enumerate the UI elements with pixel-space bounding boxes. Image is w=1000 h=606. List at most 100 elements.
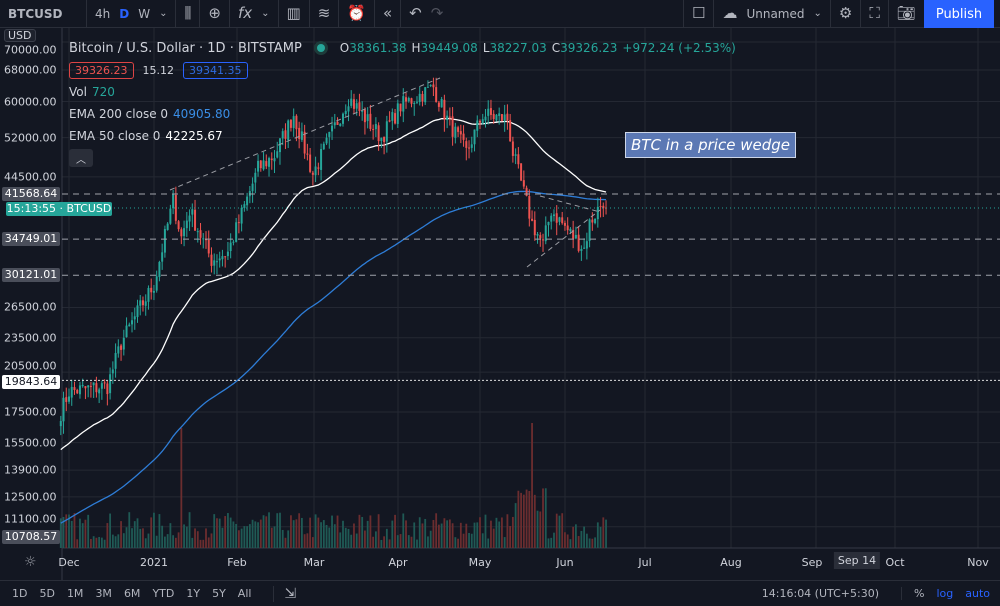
volume-bar [495,517,498,548]
candle-body [374,124,377,130]
buy-price[interactable]: 39341.35 [183,61,248,79]
volume-bar [177,532,180,548]
time-tick-label: Dec [58,556,80,569]
volume-bar [501,517,503,548]
candle-body [402,96,405,112]
range-6m[interactable]: 6M [123,587,141,600]
publish-button[interactable]: Publish [924,0,994,28]
candle-body [415,101,418,103]
volume-bar [59,518,62,548]
sell-price[interactable]: 39326.23 [69,61,134,79]
volume-bar [150,517,153,548]
usd-badge[interactable]: USD [4,29,36,42]
range-5y[interactable]: 5Y [212,587,226,600]
volume-bar [416,539,418,548]
interval-d[interactable]: D [119,6,130,21]
range-ytd[interactable]: YTD [152,587,175,600]
ema50-label[interactable]: EMA 50 close 0 [69,129,161,143]
volume-bar [117,534,120,548]
volume-bar [511,516,514,548]
range-3m[interactable]: 3M [95,587,112,600]
volume-bar [270,527,273,548]
bar-chart-icon: ▥ [286,4,301,22]
chart-type-button[interactable]: ⫼ [176,0,201,28]
candle-body [158,261,161,278]
volume-bar [136,518,139,548]
interval-w[interactable]: W [138,6,151,21]
replay-button[interactable]: « [375,0,402,28]
settings-button[interactable]: ⚙ [831,0,862,28]
fullscreen-icon: ⛶ [869,4,880,22]
time-tick-label: Apr [388,556,408,569]
fullscreen-button[interactable]: ⛶ [861,0,889,28]
layout-button[interactable]: ☁ Unnamed ⌄ [714,0,831,28]
candle-body [558,217,561,222]
wedge-lower-line [526,209,601,268]
candle-body [577,234,580,251]
compare-button[interactable]: ⊕ [200,0,230,28]
history-group: ↶ ↷ [401,0,451,28]
volume-bar [301,517,303,548]
interval-4h[interactable]: 4h [95,6,111,21]
volume-bar [385,528,388,548]
volume-bar [509,525,512,548]
range-1m[interactable]: 1M [66,587,84,600]
volume-bar [164,536,166,548]
candle-body [489,108,492,115]
volume-bar [153,512,155,548]
volume-bar [490,520,492,548]
candle-body [514,154,517,156]
redo-icon[interactable]: ↷ [430,4,444,22]
candle-body [76,390,79,394]
candle-body [68,396,70,402]
candle-body [218,258,221,261]
ema200-label[interactable]: EMA 200 close 0 [69,107,169,121]
indicators-button[interactable]: fx ⌄ [230,0,279,28]
interval-group: 4h D W ⌄ [87,0,177,28]
chevron-down-icon[interactable]: ⌄ [159,7,168,19]
snapshot-button[interactable]: 📷︎ [889,0,924,28]
log-toggle[interactable]: log [936,587,954,600]
volume-bar [498,521,501,548]
volume-bar [213,514,216,548]
range-all[interactable]: All [237,587,252,600]
volume-bar [558,515,561,548]
candle-body [446,115,449,121]
candle-body [574,234,577,239]
collapse-legend-button[interactable]: ︿ [69,149,93,167]
price-chart[interactable] [0,28,1000,580]
range-1d[interactable]: 1D [12,587,28,600]
percent-toggle[interactable]: % [901,587,924,600]
candle-body [591,219,594,223]
symbol-search[interactable]: BTCUSD [0,0,87,28]
candle-body [185,220,188,229]
candle-body [517,154,520,165]
select-button[interactable]: ☐ [683,0,715,28]
candle-body [210,254,213,266]
range-5d[interactable]: 5D [39,587,55,600]
templates-button[interactable]: ≋ [310,0,340,28]
range-1y[interactable]: 1Y [186,587,201,600]
candle-body [569,228,572,232]
chart-settings-icon[interactable]: ☼ [24,554,37,570]
alert-button[interactable]: ⏰ [339,0,375,28]
level-price-label: 41568.64 [2,187,60,202]
candle-body [292,116,295,129]
candle-body [125,325,128,338]
annotation-text[interactable]: BTC in a price wedge [625,132,796,158]
volume-bar [276,513,279,548]
financials-button[interactable]: ▥ [279,0,310,28]
candle-body [78,385,81,395]
clock[interactable]: 14:16:04 (UTC+5:30) [761,587,879,600]
auto-toggle[interactable]: auto [965,587,990,600]
candle-body [572,229,575,239]
volume-bar [205,528,207,548]
volume-bar [125,527,128,548]
goto-date-icon[interactable]: ⇲ [273,585,296,602]
candle-body [202,238,205,240]
candle-body [131,320,134,325]
volume-bar [174,537,177,548]
volume-bar [333,524,336,548]
undo-icon[interactable]: ↶ [409,4,422,22]
ema200-line [60,190,607,524]
